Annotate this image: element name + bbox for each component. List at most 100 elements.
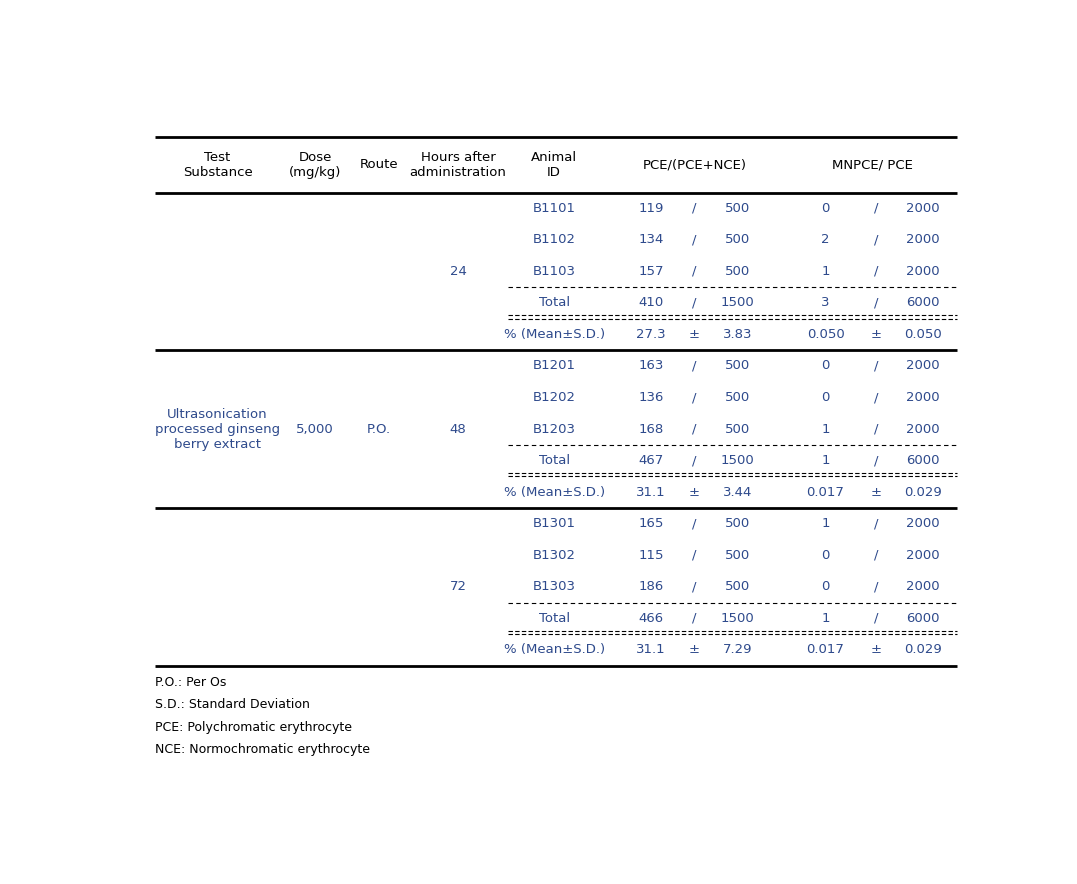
Text: 1: 1	[822, 265, 829, 278]
Text: 0.029: 0.029	[905, 644, 942, 656]
Text: B1302: B1302	[533, 549, 575, 561]
Text: 5,000: 5,000	[296, 423, 334, 436]
Text: 3: 3	[822, 296, 829, 309]
Text: ±: ±	[870, 644, 881, 656]
Text: S.D.: Standard Deviation: S.D.: Standard Deviation	[155, 698, 310, 712]
Text: ±: ±	[870, 485, 881, 499]
Text: /: /	[873, 454, 878, 467]
Text: 119: 119	[639, 202, 663, 215]
Text: /: /	[873, 612, 878, 625]
Text: 2000: 2000	[907, 202, 940, 215]
Text: 163: 163	[639, 360, 663, 372]
Text: 134: 134	[639, 233, 663, 247]
Text: PCE/(PCE+NCE): PCE/(PCE+NCE)	[642, 158, 746, 171]
Text: /: /	[693, 233, 697, 247]
Text: /: /	[693, 517, 697, 530]
Text: 500: 500	[725, 391, 751, 404]
Text: B1103: B1103	[533, 265, 575, 278]
Text: 0: 0	[822, 580, 829, 593]
Text: 2000: 2000	[907, 549, 940, 561]
Text: 2: 2	[822, 233, 829, 247]
Text: ±: ±	[689, 644, 700, 656]
Text: /: /	[693, 454, 697, 467]
Text: B1202: B1202	[533, 391, 575, 404]
Text: 6000: 6000	[907, 296, 940, 309]
Text: ±: ±	[689, 485, 700, 499]
Text: 500: 500	[725, 549, 751, 561]
Text: 157: 157	[639, 265, 663, 278]
Text: 0: 0	[822, 202, 829, 215]
Text: /: /	[873, 391, 878, 404]
Text: 72: 72	[449, 580, 466, 593]
Text: Test
Substance: Test Substance	[183, 150, 252, 179]
Text: 0.017: 0.017	[807, 485, 844, 499]
Text: % (Mean±S.D.): % (Mean±S.D.)	[504, 485, 604, 499]
Text: /: /	[693, 549, 697, 561]
Text: 500: 500	[725, 423, 751, 436]
Text: 0: 0	[822, 549, 829, 561]
Text: 115: 115	[639, 549, 663, 561]
Text: /: /	[693, 202, 697, 215]
Text: 7.29: 7.29	[723, 644, 753, 656]
Text: B1102: B1102	[533, 233, 575, 247]
Text: /: /	[693, 360, 697, 372]
Text: 1500: 1500	[721, 612, 755, 625]
Text: Total: Total	[538, 296, 570, 309]
Text: 2000: 2000	[907, 360, 940, 372]
Text: /: /	[873, 233, 878, 247]
Text: 186: 186	[639, 580, 663, 593]
Text: % (Mean±S.D.): % (Mean±S.D.)	[504, 644, 604, 656]
Text: Total: Total	[538, 454, 570, 467]
Text: /: /	[693, 296, 697, 309]
Text: 500: 500	[725, 580, 751, 593]
Text: /: /	[873, 202, 878, 215]
Text: PCE: Polychromatic erythrocyte: PCE: Polychromatic erythrocyte	[155, 720, 352, 734]
Text: P.O.: Per Os: P.O.: Per Os	[155, 675, 227, 689]
Text: Hours after
administration: Hours after administration	[409, 150, 506, 179]
Text: 500: 500	[725, 265, 751, 278]
Text: 2000: 2000	[907, 423, 940, 436]
Text: 466: 466	[639, 612, 663, 625]
Text: Total: Total	[538, 612, 570, 625]
Text: 467: 467	[639, 454, 663, 467]
Text: /: /	[873, 265, 878, 278]
Text: 168: 168	[639, 423, 663, 436]
Text: 0.029: 0.029	[905, 485, 942, 499]
Text: 1: 1	[822, 517, 829, 530]
Text: 1: 1	[822, 454, 829, 467]
Text: 500: 500	[725, 233, 751, 247]
Text: 0.017: 0.017	[807, 644, 844, 656]
Text: 27.3: 27.3	[637, 328, 666, 341]
Text: 0: 0	[822, 391, 829, 404]
Text: 136: 136	[639, 391, 663, 404]
Text: 3.83: 3.83	[723, 328, 753, 341]
Text: B1203: B1203	[533, 423, 575, 436]
Text: 2000: 2000	[907, 391, 940, 404]
Text: Dose
(mg/kg): Dose (mg/kg)	[289, 150, 341, 179]
Text: 3.44: 3.44	[723, 485, 753, 499]
Text: /: /	[873, 423, 878, 436]
Text: P.O.: P.O.	[367, 423, 391, 436]
Text: 0: 0	[822, 360, 829, 372]
Text: /: /	[873, 549, 878, 561]
Text: MNPCE/ PCE: MNPCE/ PCE	[833, 158, 913, 171]
Text: Route: Route	[360, 158, 398, 171]
Text: 500: 500	[725, 360, 751, 372]
Text: /: /	[693, 580, 697, 593]
Text: Ultrasonication
processed ginseng
berry extract: Ultrasonication processed ginseng berry …	[155, 408, 280, 451]
Text: 500: 500	[725, 202, 751, 215]
Text: /: /	[693, 265, 697, 278]
Text: /: /	[693, 612, 697, 625]
Text: Animal
ID: Animal ID	[531, 150, 577, 179]
Text: ±: ±	[870, 328, 881, 341]
Text: 2000: 2000	[907, 233, 940, 247]
Text: 2000: 2000	[907, 580, 940, 593]
Text: 1: 1	[822, 612, 829, 625]
Text: 1500: 1500	[721, 296, 755, 309]
Text: /: /	[873, 517, 878, 530]
Text: /: /	[873, 580, 878, 593]
Text: 1: 1	[822, 423, 829, 436]
Text: 6000: 6000	[907, 612, 940, 625]
Text: 0.050: 0.050	[905, 328, 942, 341]
Text: /: /	[693, 423, 697, 436]
